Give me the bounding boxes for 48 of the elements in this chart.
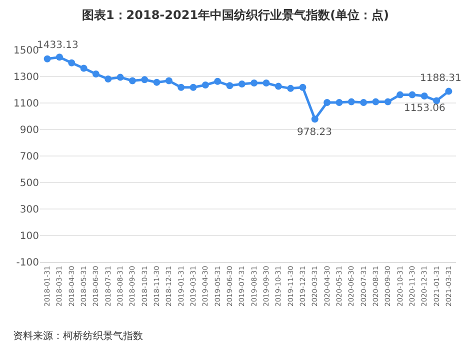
y-tick-label: 1100 — [14, 98, 39, 110]
point — [202, 81, 209, 88]
y-tick-label: 500 — [20, 178, 39, 189]
point — [178, 84, 185, 91]
point — [190, 84, 197, 91]
point — [287, 84, 294, 92]
point — [372, 98, 380, 106]
chart-title: 图表1：2018-2021年中国纺织行业景气指数(单位：点) — [82, 8, 390, 22]
point — [44, 55, 51, 62]
point — [299, 84, 306, 91]
point — [360, 98, 368, 106]
point — [324, 98, 331, 106]
point — [153, 78, 160, 86]
data-label: 1188.31 — [420, 73, 462, 84]
point — [128, 77, 136, 84]
point — [445, 88, 452, 95]
point — [262, 79, 270, 86]
y-tick-label: 900 — [20, 125, 39, 136]
y-tick-label: 1500 — [14, 46, 39, 56]
point — [165, 77, 172, 84]
y-tick-label: 100 — [20, 231, 39, 242]
point — [396, 91, 404, 98]
y-tick-label: 300 — [20, 204, 39, 216]
point — [80, 64, 88, 72]
point — [104, 76, 112, 83]
y-tick-label: 1300 — [14, 72, 39, 83]
text: 资料来源：柯桥纺织景气指数 — [13, 330, 143, 342]
point — [116, 74, 124, 81]
data-label: 1433.13 — [37, 40, 78, 51]
y-tick-label: 700 — [20, 152, 39, 162]
point — [68, 59, 76, 66]
point — [420, 92, 428, 100]
point — [250, 79, 258, 86]
point — [274, 82, 282, 90]
point — [348, 98, 355, 106]
data-label: 978.23 — [297, 127, 332, 138]
point — [384, 98, 392, 106]
point — [56, 54, 63, 61]
point — [214, 78, 222, 85]
point — [141, 76, 148, 84]
point — [408, 91, 416, 98]
point — [92, 70, 100, 78]
point — [238, 80, 246, 88]
point — [226, 82, 234, 90]
point — [336, 98, 343, 106]
point — [311, 116, 318, 123]
y-tick-label: -100 — [16, 258, 39, 268]
data-label: 1153.06 — [404, 103, 446, 114]
